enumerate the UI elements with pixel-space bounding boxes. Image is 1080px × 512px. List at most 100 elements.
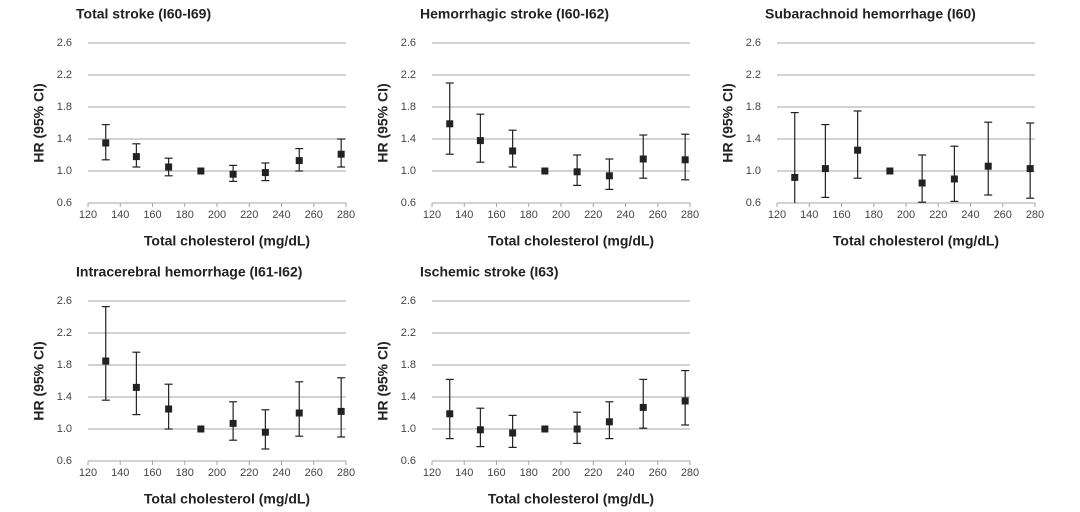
y-axis-label: HR (95% CI) bbox=[375, 341, 391, 420]
x-tick-label: 180 bbox=[520, 209, 538, 221]
point bbox=[229, 170, 237, 178]
x-tick-label: 140 bbox=[800, 209, 818, 221]
panel: Hemorrhagic stroke (I60-I62) 0.6 1.0 1.4 1.8… bbox=[375, 6, 699, 249]
x-axis-label: Total cholesterol (mg/dL) bbox=[833, 233, 999, 249]
x-tick-label: 160 bbox=[143, 467, 161, 479]
x-tick-label: 180 bbox=[176, 467, 194, 479]
x-tick-label: 140 bbox=[455, 209, 473, 221]
x-tick-label: 140 bbox=[455, 467, 473, 479]
point bbox=[102, 357, 110, 365]
y-tick-label: 1.4 bbox=[57, 391, 72, 403]
x-tick-label: 120 bbox=[79, 209, 97, 221]
x-tick-label: 260 bbox=[994, 209, 1012, 221]
x-tick-label: 120 bbox=[79, 467, 97, 479]
x-tick-label: 200 bbox=[208, 209, 226, 221]
y-tick-label: 2.2 bbox=[57, 327, 72, 339]
x-tick-label: 120 bbox=[423, 209, 441, 221]
point bbox=[573, 168, 581, 176]
point bbox=[821, 165, 829, 173]
y-tick-label: 1.0 bbox=[746, 165, 761, 177]
y-tick-label: 2.6 bbox=[401, 37, 416, 49]
x-tick-label: 260 bbox=[305, 209, 323, 221]
y-axis-label: HR (95% CI) bbox=[720, 83, 736, 162]
y-axis-label: HR (95% CI) bbox=[375, 83, 391, 162]
panel: Ischemic stroke (I63) 0.6 1.0 1.4 1.8 2.2 2.6 1… bbox=[375, 264, 699, 507]
chart-title: Ischemic stroke (I63) bbox=[420, 264, 559, 280]
point bbox=[261, 428, 269, 436]
x-tick-label: 180 bbox=[865, 209, 883, 221]
y-tick-label: 1.8 bbox=[401, 359, 416, 371]
x-tick-label: 260 bbox=[305, 467, 323, 479]
point bbox=[295, 157, 303, 165]
point bbox=[541, 167, 549, 175]
x-tick-label: 120 bbox=[768, 209, 786, 221]
point bbox=[132, 383, 140, 391]
y-tick-label: 1.4 bbox=[746, 133, 761, 145]
point bbox=[337, 407, 345, 415]
point bbox=[132, 153, 140, 161]
point bbox=[918, 179, 926, 187]
point bbox=[791, 173, 799, 181]
x-tick-label: 160 bbox=[487, 467, 505, 479]
point bbox=[854, 146, 862, 154]
y-tick-label: 2.2 bbox=[401, 327, 416, 339]
error-bar bbox=[337, 377, 346, 438]
y-tick-label: 0.6 bbox=[57, 197, 72, 209]
point bbox=[165, 405, 173, 413]
error-bar bbox=[295, 381, 304, 437]
point bbox=[509, 147, 517, 155]
x-tick-label: 120 bbox=[423, 467, 441, 479]
x-tick-label: 220 bbox=[240, 209, 258, 221]
point bbox=[541, 425, 549, 433]
point bbox=[229, 419, 237, 427]
point bbox=[984, 162, 992, 170]
point bbox=[639, 155, 647, 163]
error-bar bbox=[950, 145, 959, 202]
error-bar bbox=[132, 351, 141, 416]
y-tick-label: 2.2 bbox=[57, 69, 72, 81]
x-tick-label: 240 bbox=[272, 209, 290, 221]
point bbox=[1026, 165, 1034, 173]
x-tick-label: 180 bbox=[520, 467, 538, 479]
point bbox=[573, 425, 581, 433]
x-tick-label: 180 bbox=[176, 209, 194, 221]
point bbox=[476, 426, 484, 434]
chart-title: Total stroke (I60-I69) bbox=[76, 6, 211, 22]
x-tick-label: 240 bbox=[272, 467, 290, 479]
x-axis-label: Total cholesterol (mg/dL) bbox=[144, 233, 310, 249]
x-tick-label: 140 bbox=[111, 467, 129, 479]
y-tick-label: 0.6 bbox=[746, 197, 761, 209]
y-tick-label: 1.8 bbox=[746, 101, 761, 113]
x-axis-label: Total cholesterol (mg/dL) bbox=[144, 491, 310, 507]
error-bar bbox=[984, 121, 993, 196]
point bbox=[681, 397, 689, 405]
point bbox=[337, 150, 345, 158]
x-tick-label: 220 bbox=[929, 209, 947, 221]
x-tick-label: 220 bbox=[584, 467, 602, 479]
error-bar bbox=[639, 378, 648, 429]
y-tick-label: 1.0 bbox=[401, 423, 416, 435]
point bbox=[165, 163, 173, 171]
point bbox=[950, 175, 958, 183]
point bbox=[197, 425, 205, 433]
chart-title: Subarachnoid hemorrhage (I60) bbox=[765, 6, 976, 22]
x-tick-label: 240 bbox=[961, 209, 979, 221]
y-tick-label: 2.6 bbox=[401, 295, 416, 307]
x-tick-label: 200 bbox=[552, 209, 570, 221]
x-tick-label: 140 bbox=[111, 209, 129, 221]
x-tick-label: 220 bbox=[240, 467, 258, 479]
x-tick-label: 260 bbox=[649, 209, 667, 221]
point bbox=[476, 137, 484, 145]
point bbox=[446, 120, 454, 128]
x-tick-label: 280 bbox=[1026, 209, 1044, 221]
y-tick-label: 1.8 bbox=[57, 359, 72, 371]
y-tick-label: 2.2 bbox=[401, 69, 416, 81]
x-tick-label: 200 bbox=[552, 467, 570, 479]
y-tick-label: 1.0 bbox=[57, 423, 72, 435]
y-tick-label: 1.0 bbox=[401, 165, 416, 177]
y-tick-label: 1.0 bbox=[57, 165, 72, 177]
y-axis-label: HR (95% CI) bbox=[31, 83, 47, 162]
x-tick-label: 200 bbox=[208, 467, 226, 479]
y-tick-label: 0.6 bbox=[57, 455, 72, 467]
x-tick-label: 200 bbox=[897, 209, 915, 221]
